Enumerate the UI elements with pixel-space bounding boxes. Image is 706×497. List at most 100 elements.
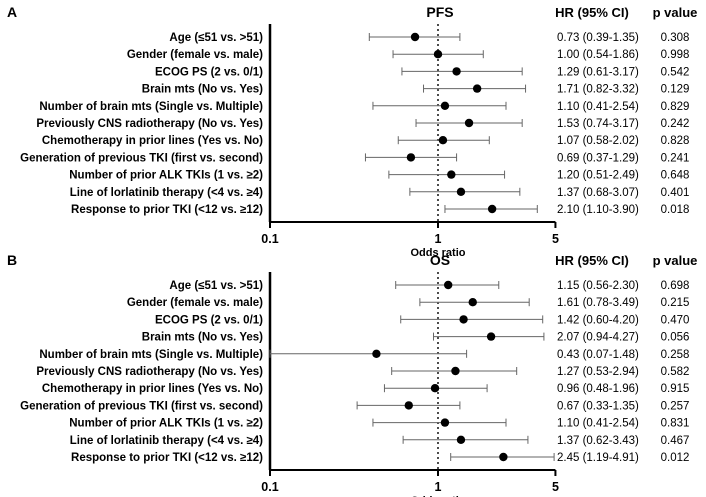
panel-b-letter: B: [7, 252, 17, 268]
panel-b-hr-value: 1.42 (0.60-4.20): [557, 314, 639, 326]
panel-a-p-value: 0.401: [661, 187, 690, 199]
panel-a-hr-point: [447, 170, 456, 179]
panel-b-row-label: Chemotherapy in prior lines (Yes vs. No): [42, 383, 263, 395]
panel-a-hr-value: 1.37 (0.68-3.07): [557, 187, 639, 199]
panel-b-x-tick-label: 0.1: [261, 480, 278, 494]
panel-b-hr-point: [372, 349, 381, 358]
panel-b-p-value: 0.258: [661, 349, 690, 361]
panel-b-hr-value: 1.15 (0.56-2.30): [557, 280, 639, 292]
panel-b-x-axis-title: Odds ratio: [410, 495, 465, 497]
panel-b-hr-value: 1.27 (0.53-2.94): [557, 366, 639, 378]
panel-b-row-label: Number of brain mts (Single vs. Multiple…: [39, 349, 263, 361]
panel-a-row-label: Number of brain mts (Single vs. Multiple…: [39, 101, 263, 113]
panel-a-hr-value: 1.00 (0.54-1.86): [557, 49, 639, 61]
panel-a-row-label: Chemotherapy in prior lines (Yes vs. No): [42, 135, 263, 147]
panel-b-row-label: Generation of previous TKI (first vs. se…: [20, 400, 263, 412]
panel-a-hr-point: [456, 187, 466, 196]
panel-a-x-axis-title: Odds ratio: [410, 247, 465, 259]
panel-a-row-label: ECOG PS (2 vs. 0/1): [155, 66, 263, 78]
panel-a-hr-value: 1.53 (0.74-3.17): [557, 118, 639, 130]
panel-a-p-value: 0.241: [661, 152, 690, 164]
panel-b-p-value: 0.467: [661, 435, 690, 447]
panel-a-row-label: Previously CNS radiotherapy (No vs. Yes): [36, 118, 263, 130]
panel-a-hr-value: 1.29 (0.61-3.17): [557, 66, 639, 78]
panel-b-hr-header: HR (95% CI): [555, 253, 629, 268]
panel-b-hr-value: 0.67 (0.33-1.35): [557, 400, 639, 412]
panel-a-p-value: 0.828: [661, 135, 690, 147]
panel-a-p-value: 0.829: [661, 101, 690, 113]
panel-a-row-label: Brain mts (No vs. Yes): [142, 84, 263, 96]
panel-b-hr-value: 1.10 (0.41-2.54): [557, 418, 639, 430]
panel-b-row-label: Previously CNS radiotherapy (No vs. Yes): [36, 366, 263, 378]
panel-b-hr-value: 0.43 (0.07-1.48): [557, 349, 639, 361]
panel-b-hr-point: [486, 332, 496, 341]
panel-b-p-value: 0.582: [661, 366, 690, 378]
panel-a-p-value: 0.648: [661, 170, 690, 182]
panel-b-p-value: 0.257: [661, 400, 690, 412]
panel-a-title: PFS: [426, 4, 453, 20]
panel-b-p-value: 0.915: [661, 383, 690, 395]
panel-a-hr-point: [410, 32, 420, 42]
panel-a-hr-point: [406, 153, 416, 162]
panel-b-hr-value: 2.45 (1.19-4.91): [557, 452, 639, 464]
panel-a-p-value: 0.542: [661, 66, 690, 78]
panel-a-hr-value: 2.10 (1.10-3.90): [557, 204, 639, 216]
panel-a-row-label: Number of prior ALK TKIs (1 vs. ≥2): [69, 170, 263, 182]
panel-b-p-value: 0.831: [661, 418, 690, 430]
panel-b-hr-point: [404, 401, 413, 410]
panel-a-hr-point: [433, 50, 443, 59]
panel-b-p-value: 0.012: [661, 452, 690, 464]
panel-b-hr-value: 2.07 (0.94-4.27): [557, 332, 639, 344]
panel-a-hr-point: [464, 118, 474, 128]
panel-b-row-label: Response to prior TKI (<12 vs. ≥12): [71, 452, 263, 464]
panel-a-hr-header: HR (95% CI): [555, 5, 629, 20]
panel-b-title: OS: [430, 252, 450, 268]
panel-b-x-tick-label: 1: [435, 480, 442, 494]
panel-b-hr-point: [443, 280, 453, 290]
panel-a-p-value: 0.998: [661, 49, 690, 61]
panel-a-row-label: Response to prior TKI (<12 vs. ≥12): [71, 204, 263, 216]
panel-a-p-value: 0.129: [661, 84, 690, 96]
panel-a-hr-point: [472, 84, 482, 93]
panel-b-hr-point: [468, 298, 477, 307]
panel-b-row-label: Age (≤51 vs. >51): [169, 280, 263, 292]
panel-a-x-tick-label: 0.1: [261, 232, 278, 246]
panel-b-p-value: 0.056: [661, 332, 690, 344]
panel-a-hr-value: 1.20 (0.51-2.49): [557, 170, 639, 182]
panel-a-letter: A: [7, 4, 17, 20]
panel-a-hr-value: 0.73 (0.39-1.35): [557, 32, 639, 44]
panel-a-row-label: Age (≤51 vs. >51): [169, 32, 263, 44]
panel-a-row-label: Gender (female vs. male): [127, 49, 263, 61]
panel-a-p-value: 0.242: [661, 118, 690, 130]
panel-b-p-value: 0.698: [661, 280, 690, 292]
panel-b-hr-value: 1.61 (0.78-3.49): [557, 297, 639, 309]
panel-a-p-header: p value: [653, 5, 698, 20]
panel-a-x-tick-label: 5: [552, 232, 559, 246]
panel-b-row-label: Number of prior ALK TKIs (1 vs. ≥2): [69, 418, 263, 430]
panel-b-hr-point: [459, 315, 468, 324]
panel-b-row-label: Line of lorlatinib therapy (<4 vs. ≥4): [70, 435, 263, 447]
panel-b-hr-point: [430, 384, 440, 393]
panel-b-hr-point: [440, 418, 450, 427]
panel-a-hr-point: [440, 101, 450, 111]
panel-a-hr-point: [487, 204, 497, 214]
panel-a-p-value: 0.308: [661, 32, 690, 44]
panel-a-x-tick-label: 1: [435, 232, 442, 246]
panel-b-row-label: Gender (female vs. male): [127, 297, 263, 309]
panel-b-hr-point: [456, 435, 466, 444]
panel-a-hr-point: [452, 67, 461, 76]
panel-a-hr-value: 1.10 (0.41-2.54): [557, 101, 639, 113]
panel-a-row-label: Generation of previous TKI (first vs. se…: [20, 152, 263, 164]
panel-b-p-value: 0.215: [661, 297, 690, 309]
panel-b-hr-point: [451, 366, 460, 376]
panel-b-hr-value: 1.37 (0.62-3.43): [557, 435, 639, 447]
panel-b-row-label: ECOG PS (2 vs. 0/1): [155, 314, 263, 326]
panel-a-row-label: Line of lorlatinib therapy (<4 vs. ≥4): [70, 187, 263, 199]
panel-b-p-value: 0.470: [661, 314, 690, 326]
panel-a-hr-point: [438, 136, 448, 145]
panel-b-hr-value: 0.96 (0.48-1.96): [557, 383, 639, 395]
panel-b-row-label: Brain mts (No vs. Yes): [142, 332, 263, 344]
panel-a-p-value: 0.018: [661, 204, 690, 216]
panel-a-hr-value: 0.69 (0.37-1.29): [557, 152, 639, 164]
